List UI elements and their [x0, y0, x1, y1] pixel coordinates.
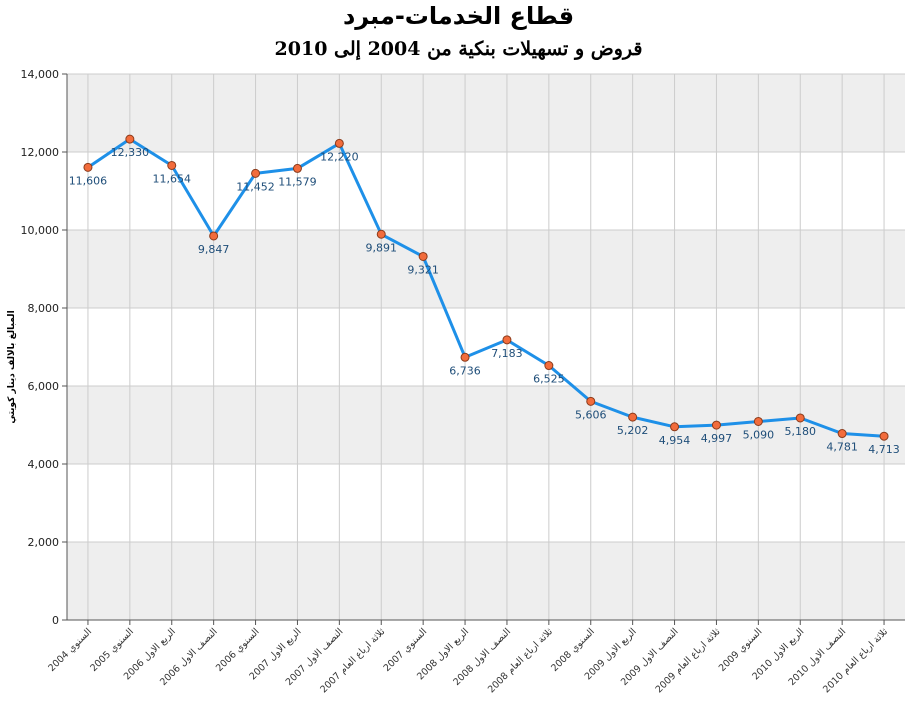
data-point — [251, 168, 261, 178]
axes — [62, 73, 905, 625]
data-point — [125, 134, 135, 144]
data-label: 11,579 — [278, 175, 317, 188]
data-point — [376, 229, 386, 239]
plot-band — [67, 386, 905, 464]
data-point — [334, 138, 344, 148]
data-point — [460, 352, 470, 362]
data-label: 11,606 — [69, 174, 108, 187]
data-label: 6,525 — [533, 373, 565, 386]
data-point — [837, 429, 847, 439]
y-tick-label: 4,000 — [28, 458, 60, 471]
data-label: 12,330 — [111, 146, 150, 159]
y-tick-label: 10,000 — [21, 224, 60, 237]
data-label: 4,713 — [868, 443, 900, 456]
data-point — [167, 160, 177, 170]
data-label: 6,736 — [449, 364, 481, 377]
data-point — [586, 396, 596, 406]
data-label: 5,606 — [575, 408, 607, 421]
series-polyline — [87, 137, 885, 438]
data-label: 4,997 — [701, 432, 733, 445]
series-line — [87, 137, 885, 438]
data-label: 9,321 — [407, 263, 439, 276]
data-label: 5,090 — [743, 428, 775, 441]
y-tick-label: 8,000 — [28, 302, 60, 315]
y-tick-label: 6,000 — [28, 380, 60, 393]
data-point — [795, 413, 805, 423]
plot-band — [67, 542, 905, 620]
y-tick-label: 2,000 — [28, 536, 60, 549]
data-label: 5,180 — [785, 425, 817, 438]
data-label: 4,954 — [659, 434, 691, 447]
data-point — [628, 412, 638, 422]
data-point — [879, 431, 889, 441]
data-label: 11,654 — [153, 172, 192, 185]
data-point — [502, 335, 512, 345]
data-label: 4,781 — [826, 441, 858, 454]
data-point — [670, 422, 680, 432]
data-label: 11,452 — [236, 180, 275, 193]
chart-title: قطاع الخدمات-مبرد — [342, 2, 575, 30]
data-point — [292, 163, 302, 173]
y-tick-label: 12,000 — [21, 146, 60, 159]
data-point — [209, 231, 219, 241]
data-label: 9,847 — [198, 243, 230, 256]
y-tick-label: 14,000 — [21, 68, 60, 81]
plot-band — [67, 230, 905, 308]
chart-subtitle: قروض و تسهيلات بنكية من 2004 إلى 2010 — [274, 38, 643, 60]
data-label: 9,891 — [366, 241, 398, 254]
vertical-gridlines — [87, 74, 885, 620]
y-tick-labels: 0 2,000 4,000 6,000 8,000 10,000 12,000 14,000 — [21, 68, 60, 627]
x-tick-label: السنوي 2004 — [46, 626, 94, 674]
data-point — [83, 162, 93, 172]
data-point — [418, 251, 428, 261]
plot-band — [67, 74, 905, 152]
data-label: 7,183 — [491, 347, 523, 360]
data-point — [544, 361, 554, 371]
series-markers — [83, 134, 889, 441]
data-point — [753, 416, 763, 426]
data-label: 12,220 — [320, 150, 359, 163]
data-point — [711, 420, 721, 430]
data-label: 5,202 — [617, 424, 649, 437]
y-axis-label: المبالغ بالالف دينار كويتي — [7, 310, 17, 423]
y-tick-label: 0 — [52, 614, 59, 627]
